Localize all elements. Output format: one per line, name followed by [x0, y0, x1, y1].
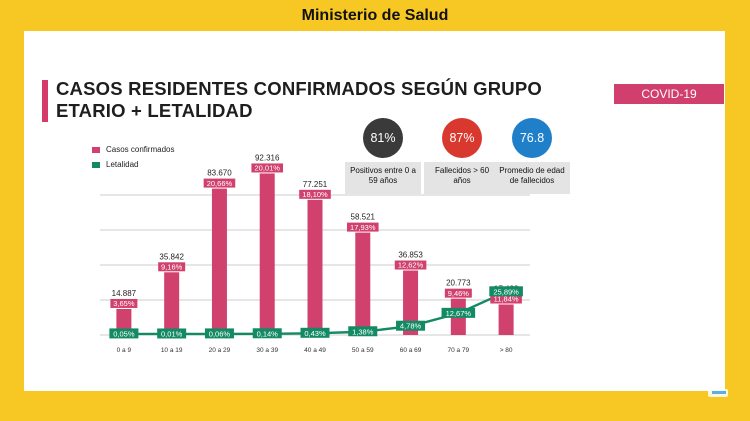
lethality-label-box — [157, 328, 187, 339]
stat-label: Fallecidos > 60 años — [424, 162, 500, 194]
bar-pct-label: 9,46% — [448, 289, 470, 298]
bar-value-label: 20.773 — [446, 279, 471, 288]
bar-pct-box — [394, 260, 427, 270]
category-tick-label: 70 a 79 — [447, 347, 469, 354]
lethality-label: 25,89% — [493, 287, 519, 296]
stat-circle: 81% — [363, 118, 403, 158]
bar-pct-label: 17,93% — [350, 223, 376, 232]
lethality-label: 0,43% — [304, 329, 326, 338]
category-tick-label: > 80 — [500, 347, 513, 354]
bar-pct-label: 3,65% — [113, 299, 135, 308]
slide-title-line-2: ETARIO + LETALIDAD — [56, 100, 253, 121]
lethality-label-box — [441, 307, 476, 318]
stat-circle: 87% — [442, 118, 482, 158]
covid-badge: COVID-19 — [614, 84, 724, 104]
category-tick-label: 50 a 59 — [352, 347, 374, 354]
bar-value-label: 14.887 — [112, 289, 137, 298]
bar-value-label: 77.251 — [303, 180, 328, 189]
bar-value-label: 83.670 — [207, 169, 232, 178]
legend-swatch-cases — [92, 146, 100, 153]
lethality-label-box — [204, 328, 234, 339]
lethality-label: 0,06% — [209, 329, 231, 338]
stat-label: Positivos entre 0 a 59 años — [345, 162, 421, 194]
lethality-label: 0,14% — [257, 329, 279, 338]
lethality-label-box — [489, 286, 523, 297]
category-tick-label: 20 a 29 — [209, 347, 231, 354]
broadcast-logo-icon — [708, 389, 728, 397]
bar-pct-label: 9,16% — [161, 262, 183, 271]
lethality-label: 1,38% — [352, 327, 374, 336]
bar-cases — [164, 272, 180, 335]
stat-positive-under-60: 81% Positivos entre 0 a 59 años — [345, 118, 421, 194]
bar-value-label: 36.853 — [398, 251, 423, 260]
bar-pct-label: 18,10% — [302, 190, 328, 199]
category-tick-label: 10 a 19 — [161, 347, 183, 354]
bar-pct-box — [110, 298, 138, 308]
stat-label: Promedio de edad de fallecidos — [494, 162, 570, 194]
lethality-label: 4,78% — [400, 322, 422, 331]
legend-lethality: Letalidad — [92, 160, 138, 169]
category-tick-label: 30 a 39 — [256, 347, 278, 354]
bar-cases — [403, 270, 419, 335]
bar-cases — [355, 232, 371, 335]
title-accent-bar — [42, 80, 48, 122]
category-tick-label: 60 a 69 — [400, 347, 422, 354]
legend-cases: Casos confirmados — [92, 145, 174, 154]
category-tick-label: 0 a 9 — [117, 347, 132, 354]
bar-pct-box — [299, 189, 331, 199]
bar-cases — [307, 199, 323, 335]
bar-cases — [498, 304, 514, 335]
category-tick-label: 40 a 49 — [304, 347, 326, 354]
bar-cases — [259, 173, 275, 335]
lethality-label-box — [109, 328, 139, 339]
bar-pct-box — [203, 178, 236, 188]
legend-label-cases: Casos confirmados — [106, 145, 175, 154]
stat-average-age-deaths: 76.8 Promedio de edad de fallecidos — [494, 118, 570, 194]
lethality-label: 0,01% — [161, 329, 183, 338]
lethality-label: 0,05% — [113, 329, 135, 338]
stat-deaths-over-60: 87% Fallecidos > 60 años — [424, 118, 500, 194]
bar-pct-box — [158, 262, 186, 272]
bar-pct-box — [251, 163, 284, 173]
legend-swatch-lethality — [92, 161, 100, 168]
lethality-label-box — [348, 326, 378, 337]
bar-value-label: 58.521 — [351, 213, 376, 222]
bar-cases — [211, 188, 227, 335]
bar-pct-label: 11,84% — [494, 295, 519, 304]
bar-pct-box — [490, 294, 522, 304]
bar-value-label: 92.316 — [255, 153, 280, 162]
bar-pct-box — [444, 288, 472, 298]
slide-title-line-1: CASOS RESIDENTES CONFIRMADOS SEGÚN GRUPO — [56, 78, 542, 99]
ministry-header: Ministerio de Salud — [301, 7, 449, 24]
lethality-label-box — [252, 328, 282, 339]
bar-pct-label: 20,66% — [207, 179, 233, 188]
lethality-label: 12,67% — [446, 309, 472, 318]
lethality-label-box — [396, 320, 426, 331]
bar-pct-label: 20,01% — [255, 164, 281, 173]
bar-pct-label: 12,62% — [398, 261, 424, 270]
lethality-label-box — [300, 327, 330, 338]
stat-circle: 76.8 — [512, 118, 552, 158]
bar-value-label: 35.842 — [159, 252, 184, 261]
slide-title: CASOS RESIDENTES CONFIRMADOS SEGÚN GRUPO… — [56, 78, 576, 122]
legend-label-lethality: Letalidad — [106, 160, 139, 169]
bar-pct-box — [346, 222, 379, 232]
